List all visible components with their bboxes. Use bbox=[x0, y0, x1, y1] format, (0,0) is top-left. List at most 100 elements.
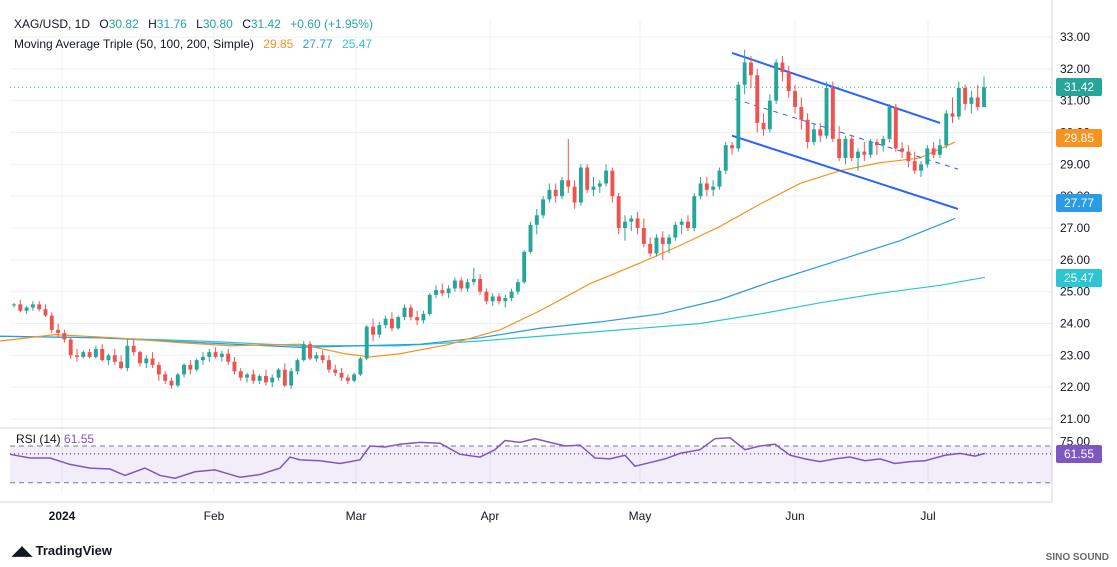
candle-body bbox=[43, 309, 48, 316]
candle bbox=[547, 183, 552, 203]
candle bbox=[805, 113, 810, 149]
candle-body bbox=[963, 87, 968, 104]
candle bbox=[421, 310, 426, 324]
candle bbox=[263, 369, 268, 386]
candle bbox=[93, 345, 98, 359]
candle-body bbox=[547, 189, 552, 200]
candle-body bbox=[837, 138, 842, 158]
tradingview-logo[interactable]: ◢◣ TradingView bbox=[12, 543, 112, 559]
candle bbox=[648, 237, 653, 257]
candle-body bbox=[163, 374, 168, 381]
ohlc-c: 31.42 bbox=[250, 17, 281, 31]
candle-body bbox=[541, 199, 546, 216]
candle-body bbox=[534, 215, 539, 225]
symbol-label: XAG/USD, 1D bbox=[14, 17, 91, 31]
candle-body bbox=[515, 282, 520, 292]
candle-body bbox=[623, 221, 627, 228]
candle bbox=[654, 234, 659, 257]
candle-body bbox=[654, 237, 659, 254]
candle-body bbox=[119, 361, 124, 369]
candle bbox=[301, 341, 306, 362]
candle-body bbox=[509, 291, 514, 299]
candle-body bbox=[377, 325, 382, 335]
candle-body bbox=[629, 218, 634, 222]
candle-body bbox=[805, 119, 810, 143]
candle bbox=[352, 372, 357, 383]
candle bbox=[667, 234, 672, 254]
grid-lines bbox=[0, 0, 1053, 503]
candle bbox=[459, 277, 464, 292]
candle bbox=[144, 355, 149, 369]
candle-body bbox=[37, 304, 42, 310]
candle bbox=[131, 339, 136, 356]
candle bbox=[503, 294, 508, 308]
candle bbox=[150, 352, 155, 369]
candle-body bbox=[686, 221, 690, 228]
candle-body bbox=[673, 224, 678, 238]
time-tick-label: Jul bbox=[920, 509, 935, 523]
candle-body bbox=[169, 380, 174, 386]
candle bbox=[906, 145, 911, 168]
candle bbox=[402, 304, 407, 321]
candle bbox=[919, 161, 923, 178]
candle bbox=[175, 372, 180, 388]
candle-body bbox=[648, 243, 653, 254]
candle-body bbox=[604, 170, 609, 184]
candle-body bbox=[982, 87, 986, 108]
candle bbox=[742, 49, 747, 95]
candle-body bbox=[87, 352, 92, 357]
candle-body bbox=[144, 358, 149, 364]
candle-body bbox=[156, 364, 161, 375]
candle bbox=[427, 293, 432, 316]
candle-body bbox=[282, 369, 287, 386]
descending-channel[interactable] bbox=[731, 51, 959, 210]
moving-average-lines bbox=[0, 141, 986, 358]
price-tick-label: 21.00 bbox=[1060, 412, 1090, 426]
candle-body bbox=[62, 333, 67, 340]
time-tick-label: Mar bbox=[346, 509, 367, 523]
candle bbox=[963, 84, 968, 111]
candle-body bbox=[270, 377, 275, 383]
candle bbox=[138, 350, 142, 367]
candle-body bbox=[572, 186, 577, 203]
candle-body bbox=[528, 224, 533, 252]
candle bbox=[982, 76, 986, 108]
candle bbox=[56, 323, 61, 338]
candle-body bbox=[434, 290, 438, 295]
rsi-legend[interactable]: RSI (14) 61.55 bbox=[16, 432, 94, 446]
candle-body bbox=[818, 129, 823, 136]
candle bbox=[572, 180, 577, 209]
candle-body bbox=[289, 371, 294, 386]
candle bbox=[755, 68, 760, 133]
candle bbox=[698, 177, 703, 200]
candle bbox=[950, 97, 955, 123]
candle bbox=[358, 356, 363, 377]
candle bbox=[100, 344, 105, 362]
ohlc-l-label: L bbox=[196, 17, 203, 31]
candle-body bbox=[484, 291, 489, 302]
ma-legend[interactable]: Moving Average Triple (50, 100, 200, Sim… bbox=[14, 37, 378, 51]
candle-body bbox=[427, 294, 432, 314]
candle bbox=[471, 267, 476, 286]
ohlc-o: 30.82 bbox=[108, 17, 139, 31]
candle-body bbox=[900, 148, 905, 152]
ma100-value: 27.77 bbox=[302, 37, 333, 51]
ma50-value: 29.85 bbox=[263, 37, 294, 51]
candle-body bbox=[748, 62, 753, 76]
candle bbox=[509, 288, 514, 302]
candle bbox=[270, 374, 275, 388]
candle bbox=[163, 371, 168, 384]
symbol-legend[interactable]: XAG/USD, 1D O30.82 H31.76 L30.80 C31.42 … bbox=[14, 17, 379, 31]
tradingview-mark-icon: ◢◣ bbox=[12, 543, 32, 558]
candle bbox=[389, 312, 394, 332]
candle bbox=[799, 97, 804, 130]
candle-body bbox=[389, 318, 394, 329]
price-tick-label: 22.00 bbox=[1060, 380, 1090, 394]
time-axis[interactable]: 2024 Feb Mar Apr May Jun Jul bbox=[49, 509, 936, 523]
candle bbox=[182, 363, 187, 378]
candle-body bbox=[194, 360, 199, 370]
candle bbox=[169, 377, 174, 389]
rsi-value-legend: 61.55 bbox=[64, 432, 95, 446]
channel-lower-line bbox=[731, 134, 959, 210]
